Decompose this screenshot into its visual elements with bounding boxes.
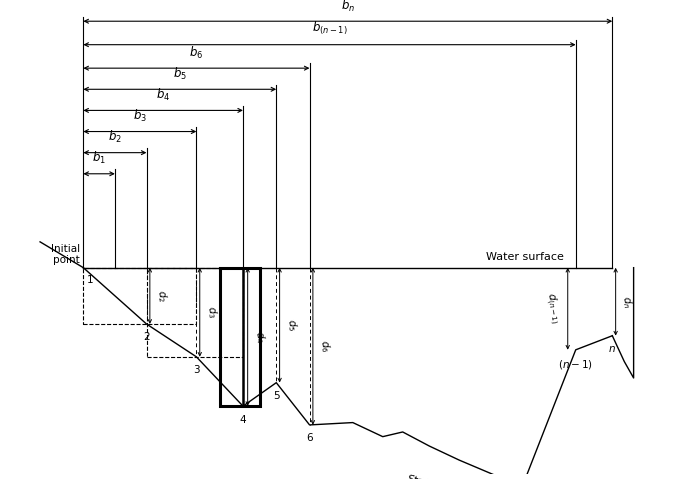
- Text: $d_3$: $d_3$: [204, 305, 219, 319]
- Text: 5: 5: [273, 391, 280, 401]
- Text: $b_{(n-1)}$: $b_{(n-1)}$: [312, 20, 348, 37]
- Text: 1: 1: [87, 275, 93, 285]
- Text: $b_1$: $b_1$: [92, 150, 106, 166]
- Text: 6: 6: [306, 433, 313, 444]
- Text: $d_n$: $d_n$: [619, 294, 635, 309]
- Text: $b_6$: $b_6$: [189, 45, 204, 61]
- Text: $d_5$: $d_5$: [284, 318, 299, 332]
- Text: $b_n$: $b_n$: [341, 0, 355, 14]
- Text: $d_6$: $d_6$: [317, 339, 333, 354]
- Text: $n$: $n$: [608, 344, 617, 354]
- Text: Water surface: Water surface: [486, 251, 564, 262]
- Text: 3: 3: [193, 365, 200, 376]
- Text: $b_5$: $b_5$: [173, 66, 187, 82]
- Text: $b_4$: $b_4$: [156, 87, 170, 103]
- Text: $(n-1)$: $(n-1)$: [558, 358, 593, 371]
- Bar: [147, 268, 243, 357]
- Bar: [84, 268, 196, 324]
- Text: 2: 2: [143, 332, 150, 342]
- Text: $d_2$: $d_2$: [154, 288, 170, 303]
- Text: $b_3$: $b_3$: [133, 108, 147, 124]
- Text: Streambed: Streambed: [406, 475, 469, 479]
- Text: 4: 4: [240, 415, 246, 424]
- Text: $d_4$: $d_4$: [252, 330, 268, 344]
- Bar: [220, 268, 259, 406]
- Text: $b_2$: $b_2$: [108, 129, 122, 145]
- Text: $d_{(n-1)}$: $d_{(n-1)}$: [543, 292, 563, 326]
- Text: Initial
point: Initial point: [51, 244, 80, 265]
